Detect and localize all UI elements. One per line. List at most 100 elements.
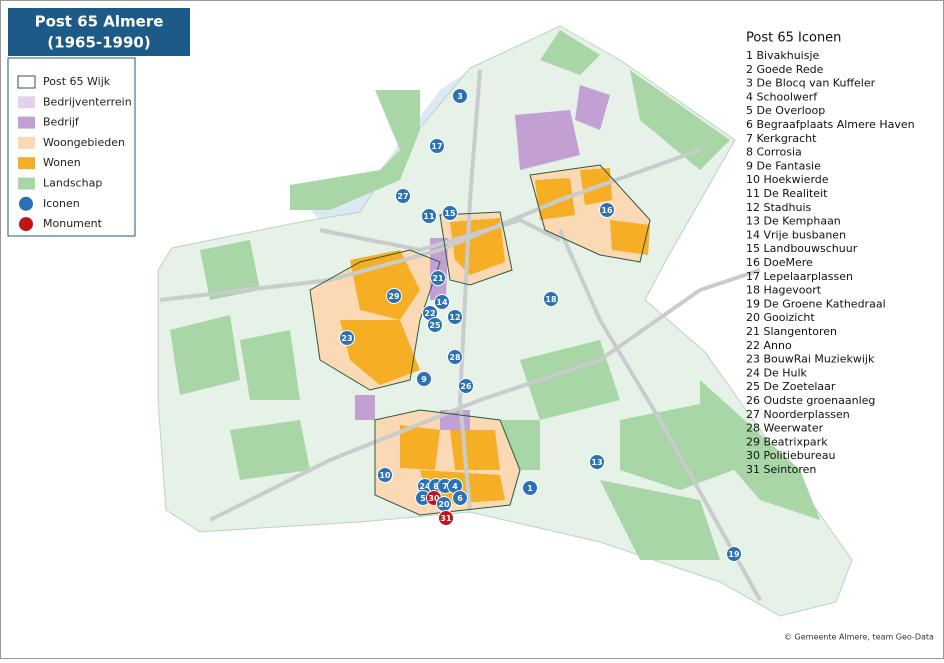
- icon-item: 17 Lepelaarplassen: [746, 270, 853, 283]
- marker: [429, 138, 445, 154]
- legend-swatch: [18, 116, 35, 129]
- legend-swatch: [18, 136, 35, 149]
- icon-item: 29 Beatrixpark: [746, 435, 828, 448]
- legend-label: Bedrijventerrein: [43, 95, 132, 108]
- legend-label: Woongebieden: [43, 136, 125, 149]
- icon-item: 10 Hoekwierde: [746, 173, 829, 186]
- marker-label: 22: [424, 309, 435, 318]
- icon-item: 1 Bivakhuisje: [746, 49, 820, 62]
- marker-label: 21: [432, 274, 444, 283]
- marker: [442, 205, 458, 221]
- copyright: © Gemeente Almere, team Geo-Data: [784, 633, 934, 642]
- marker: [386, 288, 402, 304]
- marker-label: 27: [397, 192, 408, 201]
- map-area: [157, 25, 853, 617]
- marker: [395, 188, 411, 204]
- marker-label: 17: [431, 142, 442, 151]
- marker: [589, 454, 605, 470]
- marker: [452, 490, 468, 506]
- icon-item: 26 Oudste groenaanleg: [746, 394, 875, 407]
- legend: Post 65 Wijk Bedrijventerrein Bedrijf Woong…: [17, 75, 132, 232]
- icon-item: 28 Weerwater: [746, 422, 824, 435]
- icon-item: 14 Vrije busbanen: [746, 228, 846, 241]
- icons-title: Post 65 Iconen: [746, 31, 841, 46]
- marker-label: 24: [419, 482, 431, 491]
- icon-item: 31 Seintoren: [746, 463, 816, 476]
- marker: [430, 270, 446, 286]
- icon-item: 22 Anno: [746, 339, 792, 352]
- title-box: [8, 8, 190, 56]
- legend-swatch: [18, 96, 35, 109]
- marker: [452, 88, 468, 104]
- marker-label: 25: [429, 321, 441, 330]
- marker-label: 30: [428, 494, 440, 503]
- post65-wijk: [309, 164, 651, 516]
- marker: [726, 546, 742, 562]
- marker-label: 11: [423, 212, 435, 221]
- icon-item: 6 Begraafplaats Almere Haven: [746, 118, 915, 131]
- marker-label: 20: [438, 500, 450, 509]
- marker-label: 12: [449, 313, 460, 322]
- legend-swatch: [18, 177, 35, 190]
- icon-item: 23 BouwRai Muziekwijk: [746, 353, 875, 366]
- marker-label: 26: [460, 382, 472, 391]
- legend-label: Post 65 Wijk: [43, 75, 111, 88]
- marker-label: 7: [442, 482, 448, 491]
- marker: [421, 208, 437, 224]
- icon-item: 11 De Realiteit: [746, 187, 828, 200]
- marker-label: 23: [341, 334, 352, 343]
- icon-item: 15 Landbouwschuur: [746, 242, 858, 255]
- legend-label: Wonen: [43, 156, 81, 169]
- legend-label: Landschap: [43, 177, 102, 190]
- title: Post 65 Almere: [35, 13, 164, 31]
- icon-item: 27 Noorderplassen: [746, 408, 850, 421]
- marker: [339, 330, 355, 346]
- marker-label: 15: [444, 209, 456, 218]
- marker-label: 13: [591, 458, 602, 467]
- icon-item: 18 Hagevoort: [746, 284, 822, 297]
- legend-swatch: [19, 217, 33, 232]
- marker: [458, 378, 474, 394]
- marker-label: 29: [388, 292, 400, 301]
- marker: [427, 317, 443, 333]
- icon-item: 4 Schoolwerf: [746, 90, 818, 103]
- marker: [416, 371, 432, 387]
- legend-swatch: [17, 75, 36, 89]
- legend-swatch: [18, 157, 35, 170]
- icon-item: 21 Slangentoren: [746, 325, 837, 338]
- marker: [438, 510, 454, 526]
- icon-item: 8 Corrosia: [746, 146, 802, 159]
- marker: [543, 291, 559, 307]
- marker-label: 31: [440, 514, 452, 523]
- marker: [377, 467, 393, 483]
- subtitle: (1965-1990): [47, 34, 150, 52]
- marker-label: 1: [527, 484, 533, 493]
- marker-label: 28: [449, 353, 461, 362]
- marker-label: 8: [433, 482, 439, 491]
- icon-item: 12 Stadhuis: [746, 201, 812, 214]
- icon-item: 9 De Fantasie: [746, 159, 821, 172]
- icon-item: 30 Politiebureau: [746, 449, 835, 462]
- marker-label: 19: [728, 550, 740, 559]
- legend-label: Monument: [43, 217, 103, 230]
- icon-item: 19 De Groene Kathedraal: [746, 297, 886, 310]
- legend-swatch: [19, 196, 33, 211]
- marker: [522, 480, 538, 496]
- roads: [159, 69, 762, 601]
- marker-label: 18: [545, 295, 557, 304]
- marker-label: 16: [601, 206, 613, 215]
- marker-label: 3: [457, 92, 463, 101]
- icon-item: 2 Goede Rede: [746, 63, 824, 76]
- marker-label: 9: [421, 375, 427, 384]
- marker: [447, 309, 463, 325]
- industry: [355, 85, 610, 430]
- icon-item: 13 De Kemphaan: [746, 215, 841, 228]
- marker: [447, 349, 463, 365]
- marker: [434, 294, 450, 310]
- icon-item: 7 Kerkgracht: [746, 132, 817, 145]
- icon-item: 5 De Overloop: [746, 104, 825, 117]
- icon-item: 25 De Zoetelaar: [746, 380, 836, 393]
